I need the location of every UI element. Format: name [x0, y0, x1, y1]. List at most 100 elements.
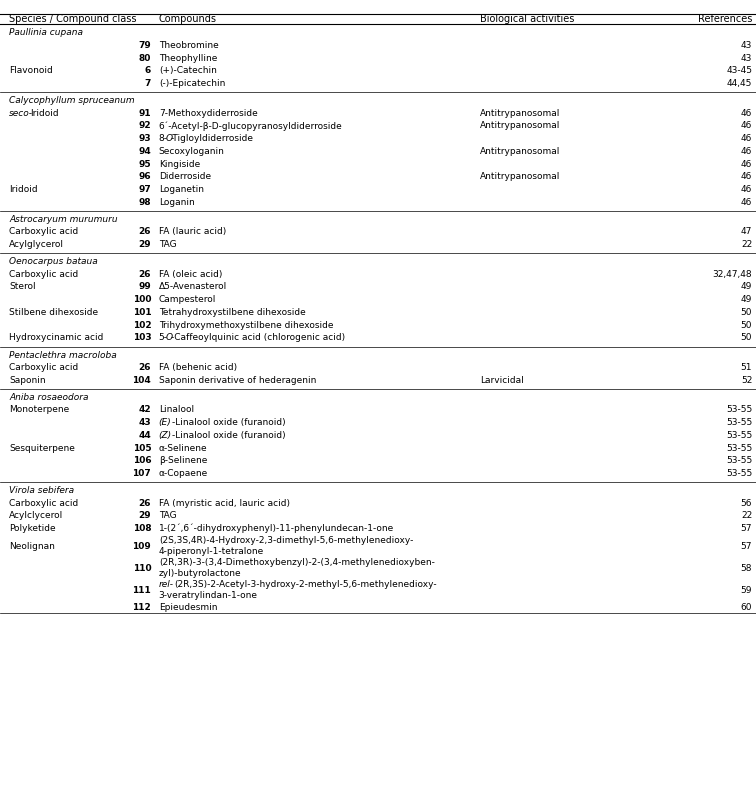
Text: TAG: TAG: [159, 240, 176, 249]
Text: 53-55: 53-55: [726, 457, 752, 465]
Text: Iridoid: Iridoid: [9, 185, 38, 194]
Text: 44,45: 44,45: [727, 79, 752, 88]
Text: 43-45: 43-45: [727, 66, 752, 75]
Text: (2R,3S)-2-Acetyl-3-hydroxy-2-methyl-5,6-methylenedioxy-: (2R,3S)-2-Acetyl-3-hydroxy-2-methyl-5,6-…: [174, 580, 436, 589]
Text: 8-: 8-: [159, 134, 168, 143]
Text: 46: 46: [741, 172, 752, 182]
Text: 52: 52: [741, 376, 752, 385]
Text: seco-: seco-: [9, 108, 33, 118]
Text: References: References: [698, 14, 752, 24]
Text: Acylglycerol: Acylglycerol: [9, 240, 64, 249]
Text: -Caffeoylquinic acid (chlorogenic acid): -Caffeoylquinic acid (chlorogenic acid): [171, 333, 345, 343]
Text: 4-piperonyl-1-tetralone: 4-piperonyl-1-tetralone: [159, 547, 264, 556]
Text: Oenocarpus bataua: Oenocarpus bataua: [9, 257, 98, 266]
Text: Diderroside: Diderroside: [159, 172, 211, 182]
Text: 96: 96: [138, 172, 151, 182]
Text: Tetrahydroxystilbene dihexoside: Tetrahydroxystilbene dihexoside: [159, 308, 305, 317]
Text: 106: 106: [132, 457, 151, 465]
Text: (Z): (Z): [159, 431, 172, 440]
Text: Linalool: Linalool: [159, 406, 194, 414]
Text: Stilbene dihexoside: Stilbene dihexoside: [9, 308, 98, 317]
Text: 92: 92: [138, 121, 151, 130]
Text: 47: 47: [741, 227, 752, 237]
Text: 53-55: 53-55: [726, 469, 752, 478]
Text: 59: 59: [741, 586, 752, 594]
Text: 26: 26: [138, 227, 151, 237]
Text: Carboxylic acid: Carboxylic acid: [9, 270, 79, 279]
Text: 94: 94: [138, 147, 151, 156]
Text: Saponin derivative of hederagenin: Saponin derivative of hederagenin: [159, 376, 316, 385]
Text: 22: 22: [741, 240, 752, 249]
Text: Antitrypanosomal: Antitrypanosomal: [480, 108, 560, 118]
Text: 46: 46: [741, 198, 752, 207]
Text: 108: 108: [132, 524, 151, 533]
Text: 46: 46: [741, 160, 752, 168]
Text: 49: 49: [741, 296, 752, 304]
Text: 57: 57: [741, 542, 752, 550]
Text: 103: 103: [132, 333, 151, 343]
Text: 46: 46: [741, 147, 752, 156]
Text: 7: 7: [145, 79, 151, 88]
Text: 26: 26: [138, 363, 151, 372]
Text: α-Selinene: α-Selinene: [159, 443, 207, 453]
Text: Virola sebifera: Virola sebifera: [9, 487, 74, 495]
Text: Epieudesmin: Epieudesmin: [159, 603, 217, 612]
Text: 98: 98: [138, 198, 151, 207]
Text: 3-veratrylindan-1-one: 3-veratrylindan-1-one: [159, 591, 258, 600]
Text: 104: 104: [132, 376, 151, 385]
Text: 79: 79: [138, 41, 151, 50]
Text: Saponin: Saponin: [9, 376, 45, 385]
Text: 43: 43: [741, 41, 752, 50]
Text: TAG: TAG: [159, 512, 176, 520]
Text: Theobromine: Theobromine: [159, 41, 218, 50]
Text: 109: 109: [132, 542, 151, 550]
Text: 102: 102: [132, 321, 151, 329]
Text: 50: 50: [741, 333, 752, 343]
Text: Antitrypanosomal: Antitrypanosomal: [480, 172, 560, 182]
Text: 51: 51: [741, 363, 752, 372]
Text: 22: 22: [741, 512, 752, 520]
Text: 110: 110: [132, 564, 151, 572]
Text: 44: 44: [138, 431, 151, 440]
Text: 93: 93: [138, 134, 151, 143]
Text: 43: 43: [138, 418, 151, 427]
Text: (2S,3S,4R)-4-Hydroxy-2,3-dimethyl-5,6-methylenedioxy-: (2S,3S,4R)-4-Hydroxy-2,3-dimethyl-5,6-me…: [159, 536, 413, 545]
Text: 112: 112: [132, 603, 151, 612]
Text: Secoxyloganin: Secoxyloganin: [159, 147, 225, 156]
Text: 49: 49: [741, 282, 752, 292]
Text: 26: 26: [138, 270, 151, 279]
Text: 97: 97: [138, 185, 151, 194]
Text: 53-55: 53-55: [726, 431, 752, 440]
Text: -Linalool oxide (furanoid): -Linalool oxide (furanoid): [172, 431, 286, 440]
Text: Aniba rosaeodora: Aniba rosaeodora: [9, 393, 88, 402]
Text: α-Copaene: α-Copaene: [159, 469, 208, 478]
Text: FA (oleic acid): FA (oleic acid): [159, 270, 222, 279]
Text: rel-: rel-: [159, 580, 174, 589]
Text: 100: 100: [133, 296, 151, 304]
Text: 101: 101: [132, 308, 151, 317]
Text: 111: 111: [132, 586, 151, 594]
Text: 56: 56: [741, 498, 752, 508]
Text: 60: 60: [741, 603, 752, 612]
Text: FA (behenic acid): FA (behenic acid): [159, 363, 237, 372]
Text: 5-: 5-: [159, 333, 168, 343]
Text: 50: 50: [741, 308, 752, 317]
Text: Larvicidal: Larvicidal: [480, 376, 524, 385]
Text: Biological activities: Biological activities: [480, 14, 575, 24]
Text: (-)-Epicatechin: (-)-Epicatechin: [159, 79, 225, 88]
Text: 26: 26: [138, 498, 151, 508]
Text: Campesterol: Campesterol: [159, 296, 216, 304]
Text: Astrocaryum murumuru: Astrocaryum murumuru: [9, 215, 118, 224]
Text: 53-55: 53-55: [726, 406, 752, 414]
Text: 95: 95: [138, 160, 151, 168]
Text: Kingiside: Kingiside: [159, 160, 200, 168]
Text: Loganin: Loganin: [159, 198, 194, 207]
Text: 99: 99: [138, 282, 151, 292]
Text: 29: 29: [138, 240, 151, 249]
Text: Loganetin: Loganetin: [159, 185, 204, 194]
Text: 107: 107: [132, 469, 151, 478]
Text: Species / Compound class: Species / Compound class: [9, 14, 137, 24]
Text: Sesquiterpene: Sesquiterpene: [9, 443, 75, 453]
Text: Hydroxycinamic acid: Hydroxycinamic acid: [9, 333, 104, 343]
Text: 6: 6: [145, 66, 151, 75]
